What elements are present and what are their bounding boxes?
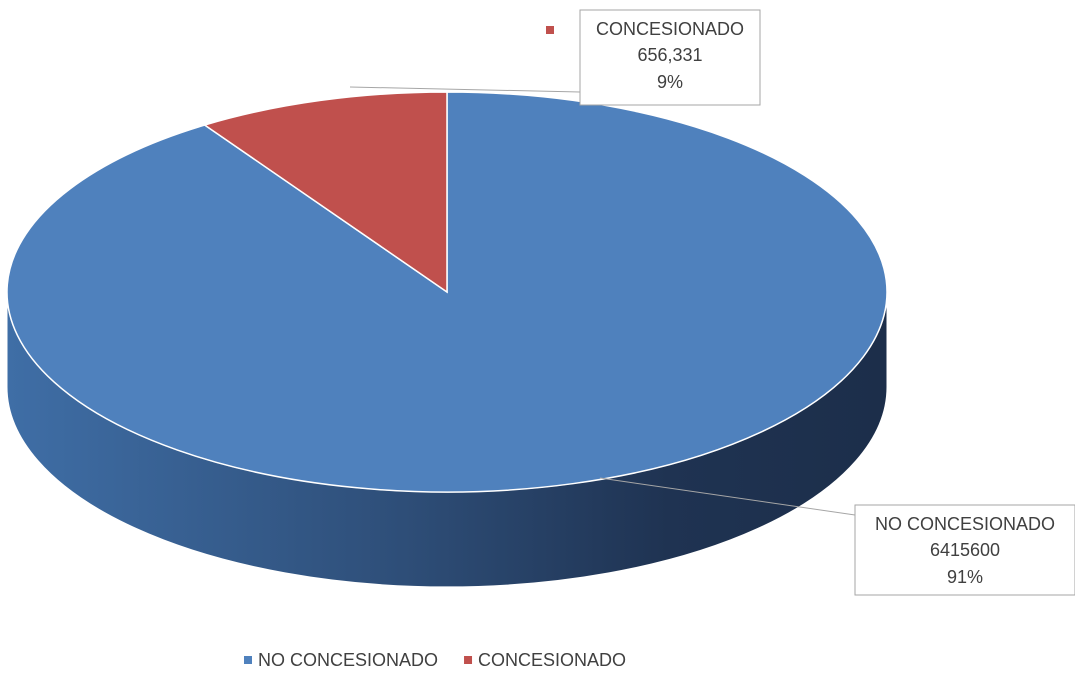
legend-label: NO CONCESIONADO	[258, 650, 438, 670]
label-value: 6415600	[930, 540, 1000, 560]
label-percent: 91%	[947, 567, 983, 587]
legend-swatch	[244, 656, 252, 664]
leader-line	[350, 87, 580, 92]
label-category: NO CONCESIONADO	[875, 514, 1055, 534]
legend: NO CONCESIONADO CONCESIONADO	[244, 650, 626, 670]
label-value: 656,331	[637, 45, 702, 65]
chart: NO CONCESIONADO 6415600 91% CONCESIONADO 656…	[0, 0, 1075, 682]
pie	[7, 92, 887, 587]
label-category: CONCESIONADO	[596, 19, 744, 39]
label-percent: 9%	[657, 72, 683, 92]
legend-swatch	[464, 656, 472, 664]
legend-label: CONCESIONADO	[478, 650, 626, 670]
label-key	[546, 26, 554, 34]
